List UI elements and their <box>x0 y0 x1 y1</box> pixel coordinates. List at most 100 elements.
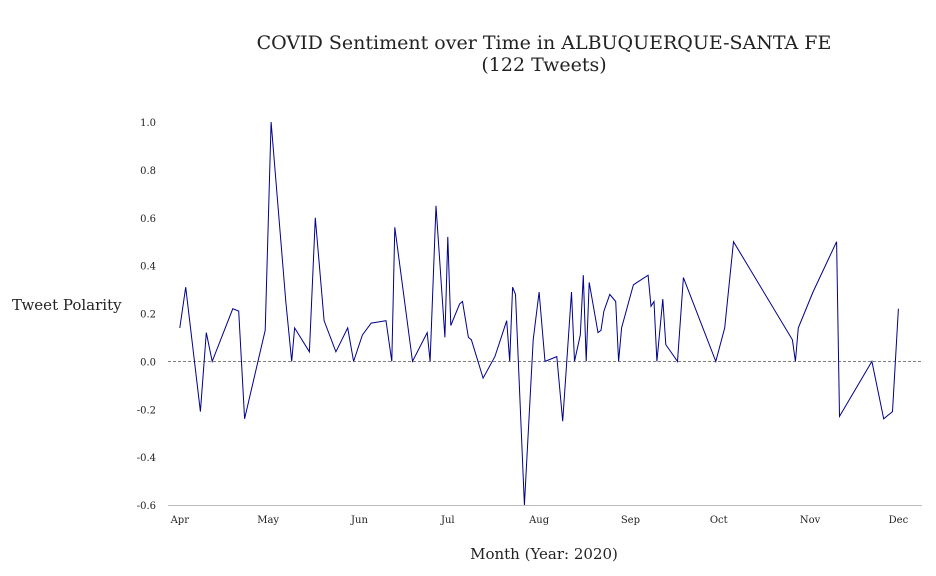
data-point <box>293 326 296 329</box>
y-tick-label: 1.0 <box>140 118 156 129</box>
data-point <box>511 286 514 289</box>
data-point <box>446 235 449 238</box>
data-point <box>290 360 293 363</box>
data-point <box>352 360 355 363</box>
data-point <box>308 350 311 353</box>
data-point <box>714 360 717 363</box>
data-point <box>561 420 564 423</box>
data-point <box>538 290 541 293</box>
data-point <box>523 504 526 507</box>
data-point <box>602 310 605 313</box>
data-point <box>597 331 600 334</box>
data-point <box>891 410 894 413</box>
data-point <box>411 360 414 363</box>
data-point <box>585 360 588 363</box>
data-point <box>346 326 349 329</box>
x-tick-label: May <box>257 515 279 526</box>
data-point <box>211 360 214 363</box>
x-axis-label: Month (Year: 2020) <box>470 545 618 563</box>
data-point <box>384 319 387 322</box>
data-point <box>676 360 679 363</box>
data-point <box>664 343 667 346</box>
x-tick-label: Nov <box>800 515 821 526</box>
data-point <box>838 415 841 418</box>
data-point <box>426 331 429 334</box>
data-point <box>791 338 794 341</box>
y-tick-label: 0.4 <box>140 262 156 273</box>
data-point <box>652 300 655 303</box>
data-point <box>284 300 287 303</box>
data-point <box>794 360 797 363</box>
y-tick-label: 0.8 <box>140 166 156 177</box>
data-point <box>650 305 653 308</box>
x-tick-label: Aug <box>528 515 550 526</box>
data-point <box>508 360 511 363</box>
data-point <box>435 204 438 207</box>
data-point <box>579 334 582 337</box>
data-point <box>270 121 273 124</box>
data-point <box>264 329 267 332</box>
data-point <box>429 360 432 363</box>
y-tick-label: 0.2 <box>140 310 156 321</box>
chart-title-line1: COVID Sentiment over Time in ALBUQUERQUE… <box>256 32 832 54</box>
data-point <box>632 283 635 286</box>
data-point <box>614 300 617 303</box>
data-point <box>199 410 202 413</box>
data-point <box>514 293 517 296</box>
x-tick-label: Dec <box>889 515 909 526</box>
sentiment-series-line <box>179 121 899 506</box>
data-point <box>723 326 726 329</box>
y-tick-label: 0.6 <box>140 214 156 225</box>
data-point <box>449 324 452 327</box>
data-point <box>461 300 464 303</box>
data-point <box>393 226 396 229</box>
data-point <box>390 360 393 363</box>
data-point <box>370 322 373 325</box>
x-tick-label: Jul <box>440 515 455 526</box>
data-point <box>647 274 650 277</box>
data-point <box>361 334 364 337</box>
data-point <box>620 326 623 329</box>
data-point <box>882 417 885 420</box>
data-point <box>493 355 496 358</box>
data-point <box>599 329 602 332</box>
data-point <box>835 240 838 243</box>
data-point <box>314 216 317 219</box>
data-point <box>661 298 664 301</box>
data-point <box>655 360 658 363</box>
data-point <box>467 336 470 339</box>
x-tick-label: Jun <box>350 515 368 526</box>
data-point <box>184 286 187 289</box>
y-tick-label: -0.4 <box>137 453 156 464</box>
chart-title-line2: (122 Tweets) <box>481 54 607 76</box>
data-point <box>897 307 900 310</box>
data-point <box>323 319 326 322</box>
data-point <box>544 360 547 363</box>
data-point <box>573 360 576 363</box>
data-point <box>812 290 815 293</box>
y-tick-label: -0.2 <box>137 405 156 416</box>
data-point <box>588 281 591 284</box>
data-point <box>617 360 620 363</box>
data-point <box>608 293 611 296</box>
data-point <box>870 360 873 363</box>
data-point <box>505 319 508 322</box>
data-point <box>732 240 735 243</box>
data-point <box>570 290 573 293</box>
x-tick-label: Apr <box>170 515 190 526</box>
y-tick-label: -0.6 <box>137 501 156 512</box>
data-point <box>797 326 800 329</box>
data-point <box>482 377 485 380</box>
data-point <box>443 336 446 339</box>
data-point <box>682 276 685 279</box>
data-point <box>334 350 337 353</box>
data-point <box>237 310 240 313</box>
y-tick-label: 0.0 <box>140 357 156 368</box>
data-point <box>458 302 461 305</box>
x-tick-label: Oct <box>710 515 728 526</box>
chart-title: COVID Sentiment over Time in ALBUQUERQUE… <box>150 32 936 76</box>
data-point <box>582 274 585 277</box>
y-axis-label: Tweet Polarity <box>12 296 122 314</box>
x-tick-label: Sep <box>621 515 640 526</box>
